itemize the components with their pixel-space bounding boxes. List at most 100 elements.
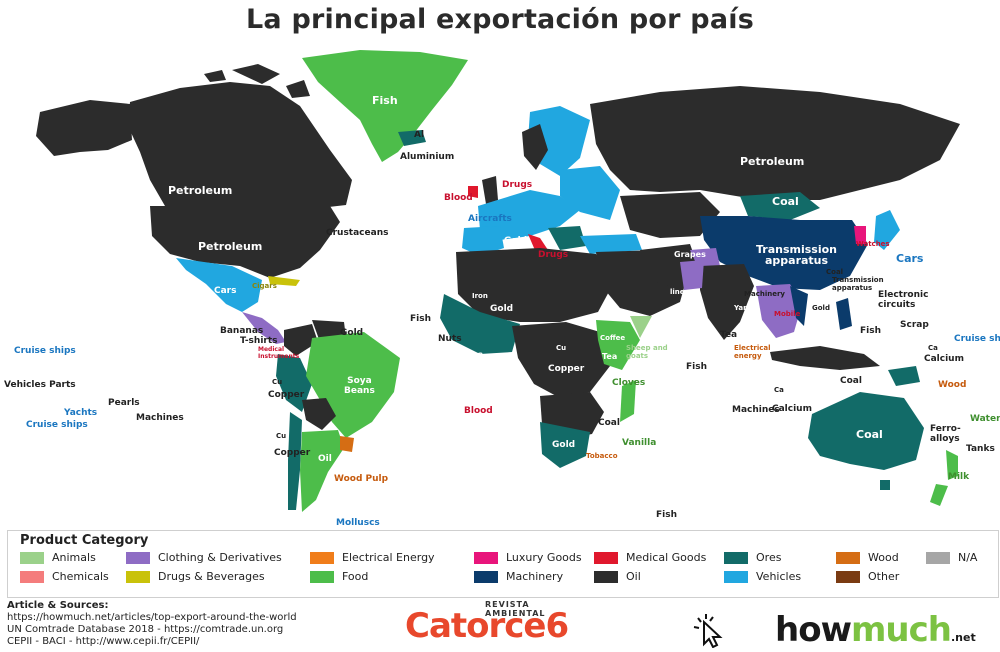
legend-swatch — [126, 552, 150, 564]
region-argentina — [300, 430, 344, 512]
legend-swatch — [594, 571, 618, 583]
label-tobacco: Tobacco — [586, 452, 618, 460]
label-al-symbol: Al — [414, 130, 425, 140]
region-balkans — [548, 226, 586, 250]
legend-item-na: N/A — [926, 551, 977, 565]
label-cruise-right: Cruise ships — [954, 334, 1000, 344]
label-fish-south: Fish — [656, 510, 677, 520]
label-iron: Iron — [472, 292, 488, 300]
region-madagascar — [620, 380, 636, 422]
label-electrical-energy: Electrical energy — [734, 344, 771, 360]
region-europe-east — [560, 166, 620, 220]
legend-swatch — [926, 552, 950, 564]
region-bolivia — [302, 398, 336, 430]
region-australia — [808, 392, 924, 470]
region-indonesia — [770, 346, 880, 370]
region-uk — [482, 176, 498, 204]
label-vanilla: Vanilla — [622, 438, 657, 448]
label-tanks: Tanks — [966, 444, 995, 454]
legend-swatch — [310, 552, 334, 564]
region-canada — [128, 82, 352, 208]
legend-label: Food — [342, 570, 369, 583]
region-vietnam — [790, 286, 808, 326]
legend-swatch — [474, 552, 498, 564]
label-gold-sa-africa: Gold — [552, 440, 576, 450]
legend-item-medical: Medical Goods — [594, 551, 706, 565]
legend-label: Ores — [756, 551, 782, 564]
region-uruguay — [340, 436, 354, 452]
label-copper-africa: Copper — [548, 364, 585, 374]
region-tasmania — [880, 480, 890, 490]
legend-label: Luxury Goods — [506, 551, 582, 564]
label-drugs-med: Drugs — [538, 250, 569, 260]
label-pearls: Pearls — [108, 398, 140, 408]
region-ireland — [468, 186, 478, 198]
label-gold-eu: Gold — [504, 236, 528, 246]
region-scandinavia — [528, 106, 590, 176]
region-central-asia — [620, 192, 720, 238]
region-horn — [630, 316, 652, 338]
label-tea-africa: Tea — [602, 352, 618, 361]
label-sheep: Sheep and goats — [626, 344, 668, 360]
label-aluminium: Aluminium — [400, 152, 455, 162]
legend-label: N/A — [958, 551, 978, 564]
brand-subtitle: REVISTA AMBIENTAL — [485, 600, 546, 618]
label-yarn: Yarn — [734, 304, 752, 312]
label-milk: Milk — [948, 472, 970, 482]
catorce6-logo: REVISTA AMBIENTAL Catorce6 — [405, 600, 585, 648]
label-coal-africa: Coal — [598, 418, 620, 428]
label-calcium-2: Calcium — [924, 354, 964, 364]
label-transmission-small: Transmission apparatus — [832, 276, 884, 292]
label-cu-sa1: Cu — [272, 378, 283, 386]
region-alaska — [36, 100, 132, 156]
legend-item-other: Other — [836, 570, 899, 584]
region-canada-islands — [204, 64, 310, 98]
sources-line-2: UN Comtrade Database 2018 - https://comt… — [7, 624, 284, 635]
legend: Product Category Animals Chemicals Clothin… — [7, 530, 999, 598]
label-machinery-asia: Machinery — [744, 290, 785, 298]
label-crustaceans: Crustaceans — [326, 228, 389, 238]
label-transmission: Transmission apparatus — [756, 243, 838, 267]
label-cars-asia: Cars — [896, 252, 924, 265]
legend-item-clothing: Clothing & Derivatives — [126, 551, 282, 565]
region-west-africa — [440, 294, 520, 354]
legend-item-food: Food — [310, 570, 368, 584]
label-calcium-1: Calcium — [772, 404, 812, 414]
label-coal-australia: Coal — [856, 428, 883, 441]
region-philippines — [836, 298, 852, 330]
legend-swatch — [474, 571, 498, 583]
label-cigars: Cigars — [252, 282, 277, 290]
label-cu-africa: Cu — [556, 344, 567, 352]
label-cars-mexico: Cars — [214, 286, 237, 296]
label-linen: linen — [670, 288, 690, 296]
label-gold-carib: Gold — [340, 328, 364, 338]
region-usa — [150, 206, 340, 278]
label-petroleum-usa: Petroleum — [198, 240, 263, 253]
legend-swatch — [594, 552, 618, 564]
region-central-africa — [512, 322, 610, 398]
label-cruise-left: Cruise ships — [14, 346, 76, 356]
label-cu-sa2: Cu — [276, 432, 287, 440]
howmuch-how: how — [775, 610, 852, 650]
legend-label: Drugs & Beverages — [158, 570, 265, 583]
label-coal-indo: Coal — [840, 376, 862, 386]
legend-item-luxury: Luxury Goods — [474, 551, 582, 565]
legend-swatch — [126, 571, 150, 583]
legend-label: Machinery — [506, 570, 564, 583]
label-drugs-eu: Drugs — [502, 180, 533, 190]
region-mexico — [176, 258, 262, 312]
label-fish-greenland: Fish — [372, 94, 398, 107]
cursor-icon — [693, 614, 723, 648]
region-pakistan — [680, 260, 704, 290]
label-mobile: Mobile — [774, 310, 801, 318]
region-east-africa — [596, 320, 640, 370]
howmuch-logo: howmuch.net — [775, 610, 995, 650]
region-japan — [874, 210, 900, 250]
region-mongolia — [740, 192, 820, 220]
label-machines-indo: Machines — [732, 405, 780, 415]
legend-label: Electrical Energy — [342, 551, 435, 564]
legend-item-drugs: Drugs & Beverages — [126, 570, 265, 584]
label-water: Water — [970, 414, 1000, 424]
label-petroleum-canada: Petroleum — [168, 184, 233, 197]
region-central-america — [242, 312, 286, 344]
